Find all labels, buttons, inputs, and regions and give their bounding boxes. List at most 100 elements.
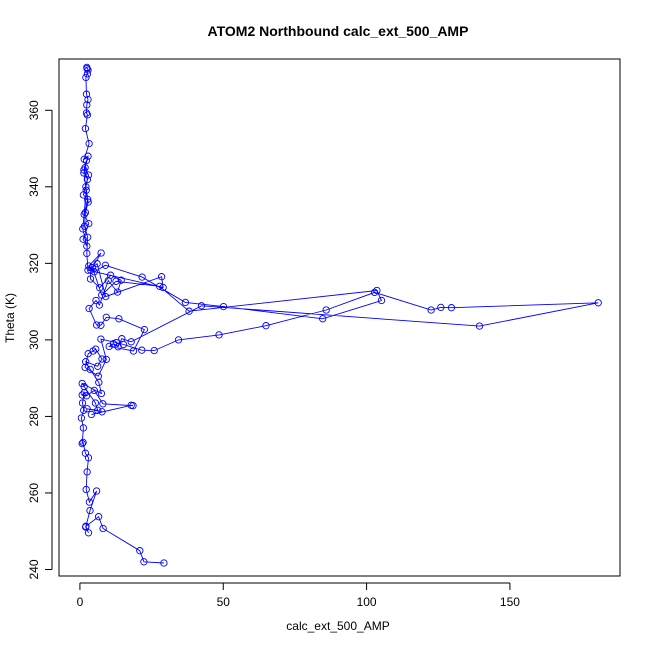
data-point bbox=[140, 325, 149, 334]
data-point bbox=[115, 315, 123, 323]
data-point bbox=[85, 304, 93, 313]
data-point bbox=[262, 322, 270, 330]
data-point bbox=[84, 266, 92, 274]
series-layer bbox=[77, 63, 602, 567]
data-point bbox=[78, 391, 86, 399]
data-point bbox=[84, 350, 92, 358]
data-point bbox=[219, 302, 228, 311]
data-point bbox=[82, 183, 90, 191]
data-point bbox=[98, 408, 106, 416]
data-point bbox=[437, 303, 445, 312]
data-point bbox=[112, 277, 120, 285]
data-point bbox=[83, 249, 91, 258]
data-point bbox=[83, 242, 91, 250]
data-point bbox=[174, 336, 183, 344]
data-point bbox=[84, 95, 92, 104]
data-point bbox=[160, 559, 168, 567]
data-point bbox=[83, 175, 92, 184]
data-point bbox=[98, 291, 106, 299]
x-tick-label: 0 bbox=[77, 595, 84, 609]
data-point bbox=[79, 438, 87, 447]
data-point bbox=[150, 346, 158, 355]
data-point bbox=[99, 524, 107, 533]
data-point bbox=[94, 372, 102, 380]
data-point bbox=[97, 249, 105, 257]
data-point bbox=[475, 322, 484, 330]
data-point bbox=[377, 296, 386, 305]
data-point bbox=[117, 276, 125, 284]
x-tick-label: 150 bbox=[500, 595, 520, 609]
data-point bbox=[113, 288, 122, 296]
data-point bbox=[78, 439, 86, 448]
data-point bbox=[78, 399, 87, 407]
y-tick-label: 360 bbox=[27, 100, 41, 120]
data-point bbox=[97, 389, 106, 398]
data-point bbox=[80, 166, 88, 174]
data-point bbox=[80, 210, 88, 219]
data-point bbox=[86, 365, 94, 374]
data-point bbox=[81, 363, 89, 372]
data-point bbox=[136, 547, 144, 555]
data-point bbox=[82, 90, 91, 98]
data-point bbox=[82, 73, 90, 82]
data-point bbox=[81, 449, 90, 457]
data-point bbox=[185, 307, 193, 315]
y-axis-label: Theta (K) bbox=[3, 293, 17, 343]
data-point bbox=[159, 283, 167, 292]
data-point bbox=[105, 342, 113, 351]
x-axis: 0 50 100 150 bbox=[77, 582, 520, 609]
data-point bbox=[97, 335, 105, 343]
data-point bbox=[96, 284, 104, 292]
data-point bbox=[427, 306, 435, 314]
data-point bbox=[80, 169, 88, 177]
y-tick-label: 300 bbox=[27, 330, 41, 350]
data-point bbox=[181, 298, 190, 307]
data-point bbox=[79, 235, 87, 243]
data-point bbox=[84, 233, 92, 241]
data-point bbox=[80, 155, 88, 163]
data-point bbox=[83, 64, 91, 73]
data-point bbox=[86, 275, 95, 283]
data-point bbox=[85, 262, 93, 270]
data-point bbox=[82, 392, 91, 400]
data-point bbox=[92, 321, 101, 329]
data-point bbox=[86, 506, 94, 515]
data-point bbox=[84, 195, 92, 204]
data-point bbox=[79, 225, 87, 233]
x-tick-label: 50 bbox=[217, 595, 231, 609]
data-point bbox=[80, 406, 88, 414]
data-point bbox=[83, 405, 91, 413]
data-point bbox=[85, 498, 94, 506]
data-point bbox=[84, 171, 93, 179]
data-point bbox=[94, 513, 103, 521]
y-axis: 240 260 280 300 320 340 360 bbox=[27, 100, 53, 580]
y-tick-label: 240 bbox=[27, 559, 41, 579]
data-point bbox=[82, 358, 90, 366]
data-point bbox=[82, 523, 90, 531]
y-tick-label: 340 bbox=[27, 176, 41, 196]
data-point bbox=[319, 315, 327, 323]
data-point bbox=[138, 273, 146, 281]
data-point bbox=[92, 487, 101, 495]
data-point bbox=[138, 346, 146, 354]
data-point bbox=[322, 306, 330, 314]
data-point bbox=[82, 485, 90, 494]
data-point bbox=[127, 401, 135, 409]
data-point bbox=[157, 273, 166, 281]
data-point bbox=[79, 424, 88, 432]
data-point bbox=[102, 355, 110, 364]
data-point bbox=[85, 139, 93, 148]
data-point bbox=[155, 282, 164, 290]
data-point bbox=[78, 379, 86, 388]
data-point bbox=[101, 261, 110, 269]
data-point bbox=[594, 299, 602, 307]
x-tick-label: 100 bbox=[357, 595, 377, 609]
data-point bbox=[106, 271, 115, 279]
data-point bbox=[94, 362, 102, 370]
data-point bbox=[215, 331, 223, 339]
data-point bbox=[84, 198, 92, 206]
data-point bbox=[98, 355, 106, 363]
data-point bbox=[102, 292, 110, 301]
data-point bbox=[87, 410, 96, 419]
